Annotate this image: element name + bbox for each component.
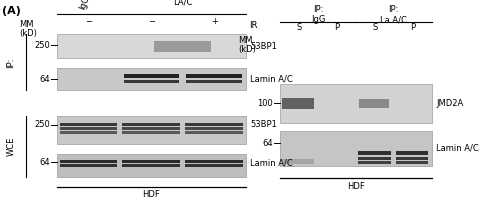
Text: S: S: [297, 23, 302, 32]
Bar: [359, 99, 389, 108]
Bar: [60, 160, 118, 163]
Bar: [123, 160, 180, 163]
Text: JMD2A: JMD2A: [436, 99, 464, 108]
Bar: [185, 123, 243, 126]
Bar: [280, 84, 432, 123]
Bar: [186, 74, 242, 78]
Text: IR: IR: [249, 21, 258, 30]
Text: 250: 250: [34, 120, 50, 129]
Bar: [123, 123, 180, 126]
Bar: [123, 131, 180, 134]
Bar: [123, 127, 180, 130]
Text: +: +: [211, 17, 218, 26]
Text: 100: 100: [257, 99, 273, 108]
Text: −: −: [85, 17, 92, 26]
Bar: [123, 164, 180, 167]
Text: P: P: [334, 23, 340, 32]
Bar: [396, 157, 429, 160]
Text: La A/C: La A/C: [380, 15, 407, 24]
Bar: [60, 131, 118, 134]
Text: IP:: IP:: [6, 57, 15, 68]
Text: MM: MM: [238, 36, 252, 45]
Text: (A): (A): [2, 6, 21, 17]
Bar: [60, 123, 118, 126]
Bar: [185, 160, 243, 163]
Bar: [57, 68, 246, 90]
Text: Lamin A/C: Lamin A/C: [250, 159, 293, 168]
Bar: [396, 161, 429, 164]
Bar: [57, 116, 246, 144]
Text: WCE: WCE: [6, 137, 15, 157]
Bar: [124, 80, 179, 83]
Text: −: −: [148, 17, 155, 26]
Text: 250: 250: [34, 41, 50, 50]
Text: 64: 64: [40, 75, 50, 83]
Text: IgG: IgG: [77, 0, 91, 11]
Text: Lamin A/C: Lamin A/C: [250, 75, 293, 83]
Text: HDF: HDF: [142, 190, 160, 199]
Bar: [358, 157, 391, 160]
Bar: [358, 161, 391, 164]
Bar: [282, 159, 314, 164]
Text: 53BP1: 53BP1: [250, 42, 277, 51]
Text: (kD): (kD): [19, 29, 37, 38]
Bar: [60, 164, 118, 167]
Bar: [280, 131, 432, 166]
Bar: [185, 164, 243, 167]
Text: 64: 64: [263, 139, 273, 148]
Bar: [358, 151, 391, 155]
Bar: [57, 34, 246, 58]
Bar: [396, 151, 429, 155]
Text: S: S: [372, 23, 377, 32]
Text: IgG: IgG: [311, 15, 325, 24]
Bar: [57, 154, 246, 177]
Text: MM: MM: [19, 20, 33, 29]
Text: (kD): (kD): [238, 45, 256, 54]
Text: 53BP1: 53BP1: [250, 120, 277, 129]
Bar: [186, 80, 242, 83]
Text: IP:: IP:: [313, 5, 323, 14]
Text: HDF: HDF: [347, 182, 365, 191]
Text: Lamin A/C: Lamin A/C: [436, 144, 479, 153]
Bar: [185, 127, 243, 130]
Bar: [185, 131, 243, 134]
Text: P: P: [410, 23, 415, 32]
Text: 64: 64: [40, 158, 50, 167]
Text: LA/C: LA/C: [173, 0, 192, 7]
Text: IP:: IP:: [388, 5, 399, 14]
Bar: [60, 127, 118, 130]
Bar: [124, 74, 179, 78]
Bar: [154, 41, 211, 52]
Bar: [282, 98, 314, 109]
